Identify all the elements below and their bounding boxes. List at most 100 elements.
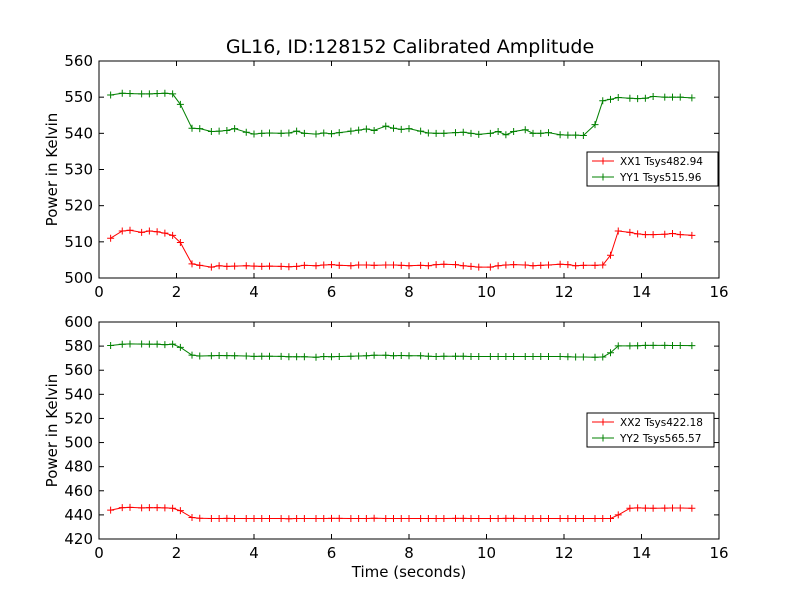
data-point xyxy=(293,127,301,135)
data-point xyxy=(293,353,301,361)
data-point xyxy=(266,262,273,270)
data-point xyxy=(207,352,215,360)
data-point xyxy=(196,261,204,269)
data-point xyxy=(223,514,231,522)
data-point xyxy=(545,261,552,269)
data-point xyxy=(107,342,115,350)
data-point xyxy=(510,261,518,269)
data-point xyxy=(285,353,293,361)
data-point xyxy=(669,342,676,350)
subplot-bottom: 0 2 4 6 8 10 12 14 16 420 440 460 480 500 520 540 560 580… xyxy=(43,313,729,581)
data-point xyxy=(126,340,134,348)
data-point xyxy=(467,515,475,523)
subplot-top: 0 2 4 6 8 10 12 14 16 500 510 520 530 540 550 560 Power … xyxy=(43,52,729,301)
data-point xyxy=(494,515,502,523)
data-point xyxy=(564,261,572,269)
x-tick-label: 4 xyxy=(249,544,259,562)
data-point xyxy=(467,352,475,360)
data-point xyxy=(688,504,696,512)
y-tick-label: 530 xyxy=(64,161,93,179)
data-point xyxy=(424,352,432,360)
data-point xyxy=(153,228,161,236)
x-tick-label: 4 xyxy=(249,283,259,301)
data-point xyxy=(258,515,266,523)
data-point xyxy=(153,340,161,348)
data-point xyxy=(397,261,405,269)
data-point xyxy=(417,515,425,523)
data-point xyxy=(459,352,467,360)
data-point xyxy=(355,352,363,360)
data-point xyxy=(510,128,518,136)
data-point xyxy=(161,229,169,237)
legend-entry: XX1 Tsys482.94 xyxy=(620,156,703,168)
data-point xyxy=(486,263,494,271)
data-point xyxy=(362,515,370,523)
data-point xyxy=(250,515,258,523)
legend-marker xyxy=(599,173,607,181)
data-point xyxy=(328,130,335,138)
x-tick-label: 10 xyxy=(477,283,496,301)
legend-marker xyxy=(599,434,607,442)
data-point xyxy=(405,515,413,523)
data-point xyxy=(688,94,696,102)
data-point xyxy=(591,515,599,523)
data-point xyxy=(579,353,587,361)
data-point xyxy=(320,129,328,137)
data-point xyxy=(599,515,607,523)
data-point xyxy=(521,515,529,523)
data-point xyxy=(649,231,657,239)
data-point xyxy=(475,352,483,360)
legend-entry: XX2 Tsys422.18 xyxy=(620,417,703,429)
data-point xyxy=(486,352,494,360)
y-tick-label: 550 xyxy=(64,88,93,106)
data-point xyxy=(475,515,483,523)
data-point xyxy=(510,352,518,360)
x-tick-label: 12 xyxy=(554,544,573,562)
x-tick-label: 2 xyxy=(172,283,182,301)
data-point xyxy=(320,352,328,360)
data-point xyxy=(266,515,273,523)
data-point xyxy=(250,130,258,138)
data-point xyxy=(397,125,405,133)
data-point xyxy=(614,342,622,350)
data-point xyxy=(502,261,510,269)
x-tick-label: 0 xyxy=(94,544,104,562)
data-point xyxy=(231,125,239,133)
data-point xyxy=(285,515,293,523)
data-point xyxy=(169,90,177,98)
x-tick-label: 14 xyxy=(632,544,651,562)
data-point xyxy=(370,126,378,134)
x-tick-label: 14 xyxy=(632,283,651,301)
data-point xyxy=(661,93,669,101)
data-point xyxy=(188,514,196,522)
data-point xyxy=(607,349,614,357)
data-point xyxy=(328,353,335,361)
data-point xyxy=(188,124,196,132)
data-point xyxy=(556,131,564,139)
data-point xyxy=(529,515,537,523)
data-point xyxy=(188,260,196,268)
data-point xyxy=(475,130,483,138)
data-point xyxy=(452,514,459,522)
data-point xyxy=(614,511,622,519)
data-point xyxy=(424,129,432,137)
y-tick-label: 520 xyxy=(64,409,93,427)
y-tick-label: 520 xyxy=(64,197,93,215)
data-point xyxy=(452,261,459,269)
data-point xyxy=(417,127,425,135)
data-point xyxy=(347,515,355,523)
data-point xyxy=(529,262,537,270)
data-point xyxy=(176,343,184,351)
data-point xyxy=(467,129,475,137)
data-point xyxy=(579,132,587,140)
x-tick-label: 0 xyxy=(94,283,104,301)
data-point xyxy=(390,352,397,360)
x-tick-label: 2 xyxy=(172,544,182,562)
data-point xyxy=(145,227,153,235)
data-point xyxy=(405,262,413,270)
data-point xyxy=(424,515,432,523)
y-tick-label: 560 xyxy=(64,361,93,379)
data-point xyxy=(572,353,580,361)
x-tick-label: 16 xyxy=(709,544,728,562)
y-tick-label: 500 xyxy=(64,269,93,287)
